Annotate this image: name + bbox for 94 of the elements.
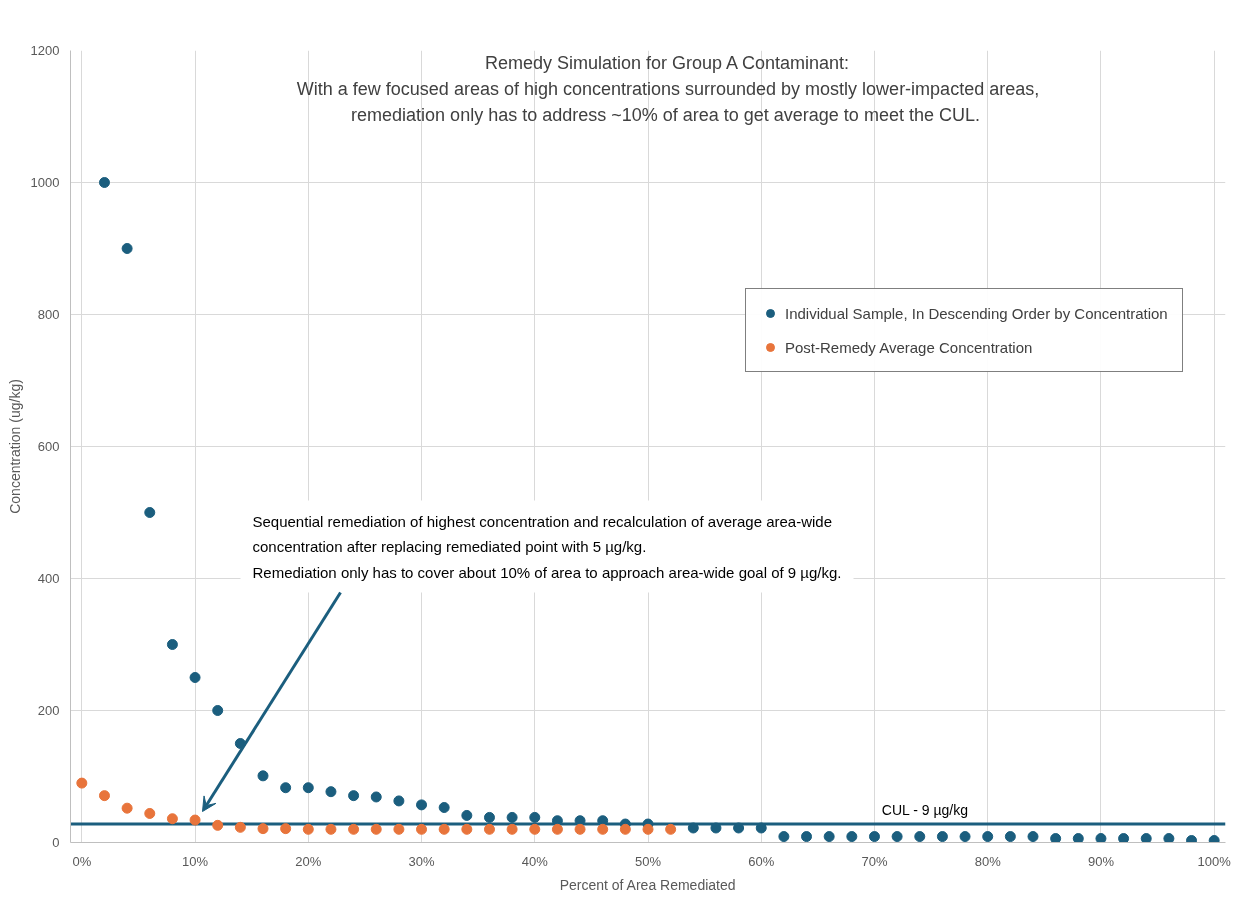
annotation: Sequential remediation of highest concentration and recalculation of average area-wide concentration after replacing remediated point with 5 µg/kg. Remediation only has to cover about 10% of area to approach area-wide goal of 9 µg/kg. [252, 512, 842, 581]
y-tick-label: 1000 [30, 175, 60, 190]
x-tick-label: 30% [408, 853, 435, 869]
x-tick-label: 90% [1087, 853, 1115, 869]
chart-title: Remedy Simulation for Group A Contaminant: [484, 52, 850, 73]
point [348, 823, 360, 835]
point [1095, 833, 1107, 843]
x-tick-label: 60% [748, 853, 775, 869]
point [1027, 831, 1039, 843]
x-tick-label: 100% [1197, 853, 1232, 869]
point [801, 831, 813, 843]
x-tick-label: 0% [72, 853, 92, 869]
point [1118, 833, 1130, 843]
point [936, 831, 948, 843]
point [483, 823, 495, 835]
ref-line-label: CUL - 9 µg/kg [881, 802, 969, 819]
point [212, 819, 224, 831]
point [280, 823, 292, 835]
point [257, 770, 269, 782]
point [778, 831, 790, 843]
point [166, 813, 178, 825]
point [121, 243, 133, 254]
point [370, 823, 382, 835]
point [212, 705, 224, 716]
y-tick-label: 400 [37, 571, 60, 586]
point [733, 822, 745, 834]
point [551, 823, 563, 835]
point [438, 802, 450, 814]
point [416, 799, 428, 811]
point [1140, 833, 1152, 843]
point [1050, 833, 1062, 843]
point [529, 811, 541, 823]
point [755, 822, 767, 834]
point [76, 777, 88, 789]
point [393, 795, 405, 807]
point [574, 823, 586, 835]
point [234, 821, 246, 833]
point [597, 823, 609, 835]
point [302, 782, 314, 794]
text: With a few focused areas of high concentrations surrounded by mostly lower-impacted areas, remediation only has to address ~10% of area to get average to meet the CUL. [296, 78, 1040, 125]
point [959, 831, 971, 843]
point [461, 823, 473, 835]
point [302, 823, 314, 835]
point [348, 790, 360, 802]
point [846, 831, 858, 843]
point [280, 782, 292, 794]
point [891, 831, 903, 843]
x-tick-label: 20% [295, 853, 322, 869]
point [98, 790, 110, 802]
x-tick-label: 80% [974, 853, 1002, 869]
legend-label: Individual Sample, In Descending Order by Concentration [785, 304, 1168, 322]
x-tick-label: 40% [521, 853, 549, 869]
x-tick-label: 50% [634, 853, 662, 869]
point [325, 786, 337, 798]
point [823, 831, 835, 843]
x-tick-label: 10% [182, 853, 209, 869]
point [325, 823, 337, 835]
point [483, 811, 495, 823]
point [1004, 831, 1016, 843]
point [914, 831, 926, 843]
point [166, 639, 178, 650]
point [506, 811, 518, 823]
point [642, 823, 654, 835]
y-tick-label: 0 [52, 835, 60, 850]
point [619, 823, 631, 835]
point [506, 823, 518, 835]
point [189, 672, 201, 683]
point [189, 814, 201, 826]
legend-label: Post-Remedy Average Concentration [785, 338, 1033, 356]
y-axis-title: Concentration (ug/kg) [6, 379, 23, 514]
point [1072, 833, 1084, 843]
point [665, 823, 677, 835]
x-tick-label: 70% [861, 853, 888, 869]
point [144, 807, 156, 819]
y-tick-label: 800 [37, 307, 60, 322]
point [1163, 833, 1175, 843]
y-tick-label: 600 [37, 439, 60, 454]
point [98, 177, 110, 188]
point [144, 507, 156, 518]
point [257, 823, 269, 835]
y-tick-label: 200 [37, 703, 60, 718]
point [416, 823, 428, 835]
x-axis-title: Percent of Area Remediated [559, 876, 736, 893]
point [370, 791, 382, 803]
point [710, 822, 722, 834]
point [438, 823, 450, 835]
point [529, 823, 541, 835]
point [461, 809, 473, 821]
point [982, 831, 994, 843]
point [687, 822, 699, 834]
point [868, 831, 880, 843]
point [121, 802, 133, 814]
point [393, 823, 405, 835]
y-tick-label: 1200 [30, 43, 60, 58]
